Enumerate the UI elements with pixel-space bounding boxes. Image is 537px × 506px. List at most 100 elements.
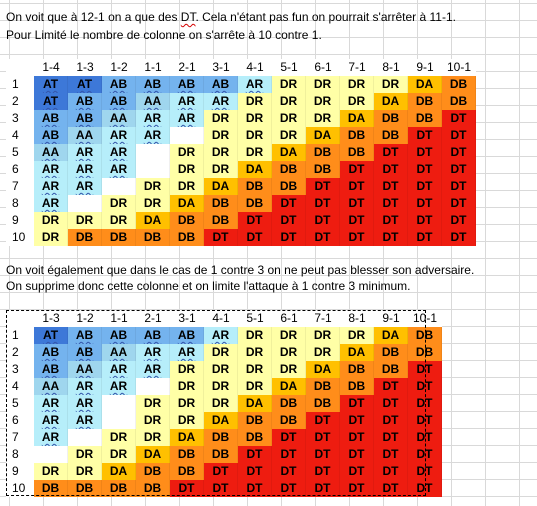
result-cell[interactable]: DR [272, 344, 306, 361]
column-header[interactable]: 2-1 [136, 310, 170, 327]
result-cell[interactable]: DA [204, 412, 238, 429]
result-cell[interactable]: AA [136, 93, 170, 110]
result-cell[interactable]: DT [272, 229, 306, 246]
column-header[interactable]: 1-2 [102, 59, 136, 76]
result-cell[interactable]: DT [272, 212, 306, 229]
result-cell[interactable]: DT [340, 212, 374, 229]
result-cell[interactable] [34, 446, 68, 463]
result-cell[interactable]: DB [374, 361, 408, 378]
result-cell[interactable] [102, 395, 136, 412]
result-cell[interactable]: DT [340, 429, 374, 446]
result-cell[interactable]: AR [68, 161, 102, 178]
result-cell[interactable]: DR [102, 446, 136, 463]
result-cell[interactable]: DT [442, 195, 476, 212]
result-cell[interactable]: DT [442, 110, 476, 127]
result-cell[interactable]: DR [170, 361, 204, 378]
result-cell[interactable]: DR [170, 144, 204, 161]
result-cell[interactable]: DT [442, 178, 476, 195]
result-cell[interactable]: DT [306, 463, 340, 480]
result-cell[interactable]: DR [34, 229, 68, 246]
result-cell[interactable]: DB [272, 412, 306, 429]
result-cell[interactable]: DB [170, 229, 204, 246]
result-cell[interactable]: DR [34, 463, 68, 480]
result-cell[interactable]: DT [408, 378, 442, 395]
result-cell[interactable]: DT [340, 395, 374, 412]
result-cell[interactable]: DT [374, 195, 408, 212]
result-cell[interactable]: DR [68, 463, 102, 480]
result-cell[interactable]: DB [374, 344, 408, 361]
result-cell[interactable]: DT [374, 161, 408, 178]
result-cell[interactable]: DB [238, 429, 272, 446]
result-cell[interactable]: DT [374, 463, 408, 480]
result-cell[interactable]: DR [238, 93, 272, 110]
result-cell[interactable]: DT [408, 212, 442, 229]
result-cell[interactable]: DR [272, 110, 306, 127]
result-cell[interactable]: DT [340, 178, 374, 195]
column-header[interactable]: 10-1 [442, 59, 476, 76]
result-cell[interactable]: DR [340, 93, 374, 110]
result-cell[interactable]: DT [374, 144, 408, 161]
result-cell[interactable]: DA [374, 93, 408, 110]
result-cell[interactable]: DR [136, 429, 170, 446]
result-cell[interactable]: AB [68, 327, 102, 344]
result-cell[interactable]: DB [408, 110, 442, 127]
result-cell[interactable]: DB [340, 127, 374, 144]
result-cell[interactable]: AB [68, 110, 102, 127]
result-cell[interactable]: DT [408, 446, 442, 463]
result-cell[interactable]: AR [238, 76, 272, 93]
row-label[interactable]: 7 [6, 178, 34, 195]
result-cell[interactable]: DA [136, 212, 170, 229]
result-cell[interactable]: DA [272, 144, 306, 161]
result-cell[interactable]: DT [340, 161, 374, 178]
result-cell[interactable] [136, 378, 170, 395]
row-label[interactable]: 8 [6, 195, 34, 212]
result-cell[interactable]: DT [306, 195, 340, 212]
result-cell[interactable]: DT [204, 229, 238, 246]
result-cell[interactable]: DR [204, 161, 238, 178]
corner-cell[interactable] [6, 310, 34, 327]
column-header[interactable]: 9-1 [408, 59, 442, 76]
result-cell[interactable]: DR [306, 327, 340, 344]
result-cell[interactable]: DR [204, 378, 238, 395]
result-cell[interactable]: DR [204, 395, 238, 412]
result-cell[interactable]: DT [374, 412, 408, 429]
result-cell[interactable]: AR [102, 361, 136, 378]
result-cell[interactable]: DT [408, 195, 442, 212]
result-cell[interactable]: AR [34, 161, 68, 178]
result-cell[interactable]: DR [238, 378, 272, 395]
result-cell[interactable]: DA [374, 327, 408, 344]
result-cell[interactable]: AB [34, 110, 68, 127]
result-cell[interactable]: DR [374, 76, 408, 93]
result-cell[interactable]: DT [306, 412, 340, 429]
result-cell[interactable]: DR [238, 110, 272, 127]
result-cell[interactable]: AR [170, 110, 204, 127]
column-header[interactable]: 7-1 [340, 59, 374, 76]
result-cell[interactable]: DB [306, 395, 340, 412]
result-cell[interactable]: DB [272, 161, 306, 178]
result-cell[interactable]: DA [340, 344, 374, 361]
result-cell[interactable]: AR [34, 412, 68, 429]
column-header[interactable]: 5-1 [272, 59, 306, 76]
result-cell[interactable]: DR [170, 412, 204, 429]
result-cell[interactable]: DB [170, 212, 204, 229]
result-cell[interactable]: DT [238, 229, 272, 246]
result-cell[interactable]: AB [136, 327, 170, 344]
result-cell[interactable]: DA [238, 395, 272, 412]
result-cell[interactable]: AR [68, 178, 102, 195]
row-label[interactable]: 7 [6, 429, 34, 446]
result-cell[interactable]: DT [272, 446, 306, 463]
column-header[interactable]: 1-3 [68, 59, 102, 76]
result-cell[interactable]: DT [374, 178, 408, 195]
result-cell[interactable]: AR [68, 144, 102, 161]
result-cell[interactable]: DT [408, 395, 442, 412]
result-cell[interactable] [68, 429, 102, 446]
column-header[interactable]: 1-3 [34, 310, 68, 327]
result-cell[interactable]: DA [272, 378, 306, 395]
result-cell[interactable]: AB [34, 344, 68, 361]
result-cell[interactable]: AA [68, 361, 102, 378]
result-cell[interactable]: DT [306, 212, 340, 229]
result-cell[interactable]: DR [306, 344, 340, 361]
result-cell[interactable]: DT [340, 463, 374, 480]
result-cell[interactable]: AR [68, 395, 102, 412]
result-cell[interactable] [68, 195, 102, 212]
